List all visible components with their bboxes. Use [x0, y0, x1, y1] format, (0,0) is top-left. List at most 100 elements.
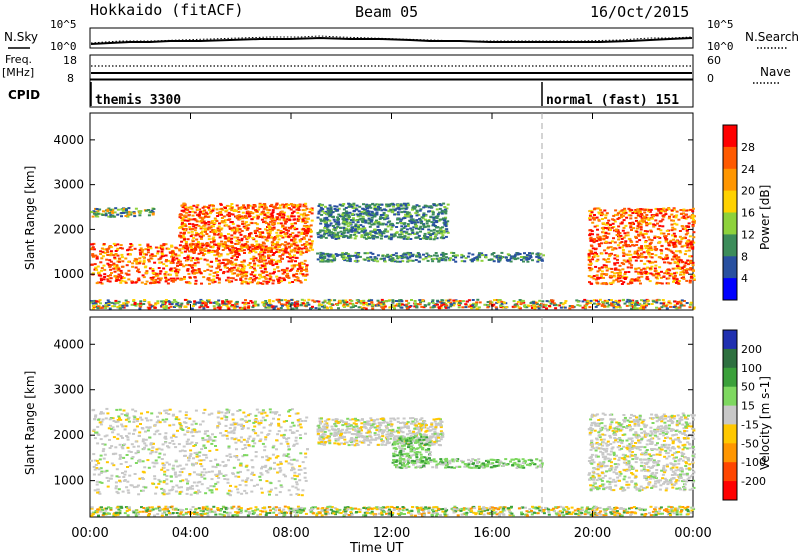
- power-cell: [248, 262, 252, 265]
- power-cell: [217, 245, 221, 248]
- power-cell: [203, 250, 207, 252]
- power-cell: [402, 230, 406, 233]
- power-cell: [440, 236, 444, 239]
- power-cell: [610, 271, 614, 274]
- velocity-cell: [204, 446, 207, 449]
- power-cell: [382, 216, 385, 219]
- power-cell: [186, 269, 190, 272]
- power-cell: [334, 223, 338, 226]
- power-cell: [661, 258, 665, 261]
- power-cell: [387, 299, 391, 302]
- power-cell: [308, 238, 311, 241]
- power-cell: [229, 270, 233, 273]
- power-cell: [209, 210, 213, 213]
- power-cell: [153, 255, 157, 257]
- power-cell: [587, 259, 591, 261]
- power-cell: [605, 283, 609, 286]
- power-cell: [217, 281, 221, 284]
- power-cell: [333, 220, 337, 223]
- power-cell: [304, 205, 308, 208]
- power-cell: [279, 307, 283, 309]
- power-cell: [368, 237, 371, 240]
- power-cell: [228, 218, 232, 221]
- power-cell: [283, 279, 286, 282]
- power-cell: [269, 258, 273, 261]
- power-cell: [523, 252, 526, 255]
- power-cell: [199, 237, 203, 240]
- power-cell: [109, 274, 112, 277]
- power-colorbar-segment: [723, 146, 737, 170]
- power-cell: [352, 202, 356, 205]
- power-cell: [139, 300, 143, 303]
- power-cell: [477, 306, 481, 309]
- power-cell: [681, 270, 685, 273]
- power-cell: [190, 230, 194, 233]
- power-cell: [207, 220, 211, 223]
- power-cell: [600, 282, 604, 285]
- power-cell: [285, 232, 289, 235]
- power-cell: [99, 277, 103, 280]
- power-cell: [640, 256, 643, 259]
- power-cell: [231, 269, 235, 272]
- power-cell: [669, 239, 673, 242]
- power-cell: [251, 206, 255, 209]
- power-cell: [355, 204, 359, 207]
- power-cell: [642, 307, 646, 310]
- power-cell: [683, 268, 686, 271]
- power-cell: [658, 256, 662, 259]
- power-cell: [488, 258, 492, 261]
- power-cell: [640, 213, 643, 215]
- power-cell: [223, 266, 227, 269]
- power-cell: [325, 232, 329, 235]
- power-cell: [477, 253, 481, 256]
- power-cell: [294, 244, 298, 247]
- power-cell: [371, 212, 375, 215]
- power-cell: [268, 232, 272, 235]
- power-cell: [327, 231, 331, 234]
- power-cell: [122, 207, 126, 210]
- power-cell: [380, 231, 384, 234]
- power-cell: [182, 223, 186, 225]
- power-cell: [337, 213, 341, 216]
- power-cell: [688, 242, 692, 245]
- power-cell: [623, 232, 627, 235]
- power-cell: [99, 253, 103, 255]
- power-cell: [138, 243, 142, 246]
- power-cell: [189, 218, 193, 221]
- power-cell: [671, 234, 674, 237]
- power-cell: [657, 209, 661, 212]
- power-cell: [150, 209, 154, 212]
- power-cell: [113, 264, 116, 267]
- power-cell: [630, 307, 634, 310]
- power-cell: [670, 273, 674, 276]
- power-cell: [513, 255, 517, 258]
- power-cell: [338, 203, 342, 206]
- power-cell: [139, 253, 143, 256]
- power-cell: [337, 223, 341, 226]
- power-cell: [343, 229, 346, 232]
- power-cell: [348, 221, 352, 224]
- power-cell: [293, 218, 297, 221]
- power-cell: [310, 209, 314, 212]
- power-cell: [109, 250, 113, 253]
- power-cell: [644, 247, 648, 250]
- power-cell: [669, 241, 673, 244]
- power-cell: [120, 265, 124, 268]
- power-cell: [195, 269, 199, 272]
- power-cell: [303, 302, 307, 305]
- power-cell: [379, 237, 383, 240]
- power-cell: [589, 282, 593, 285]
- power-cell: [616, 280, 620, 283]
- power-cell: [342, 216, 346, 219]
- power-cell: [150, 278, 154, 281]
- power-cell: [323, 217, 327, 220]
- power-cell: [430, 221, 434, 224]
- power-cell: [678, 235, 682, 238]
- power-cell: [600, 242, 603, 245]
- power-cell: [636, 249, 640, 252]
- power-cell: [626, 231, 630, 234]
- power-cell: [157, 258, 161, 261]
- power-cell: [422, 213, 426, 216]
- power-cell: [284, 241, 288, 244]
